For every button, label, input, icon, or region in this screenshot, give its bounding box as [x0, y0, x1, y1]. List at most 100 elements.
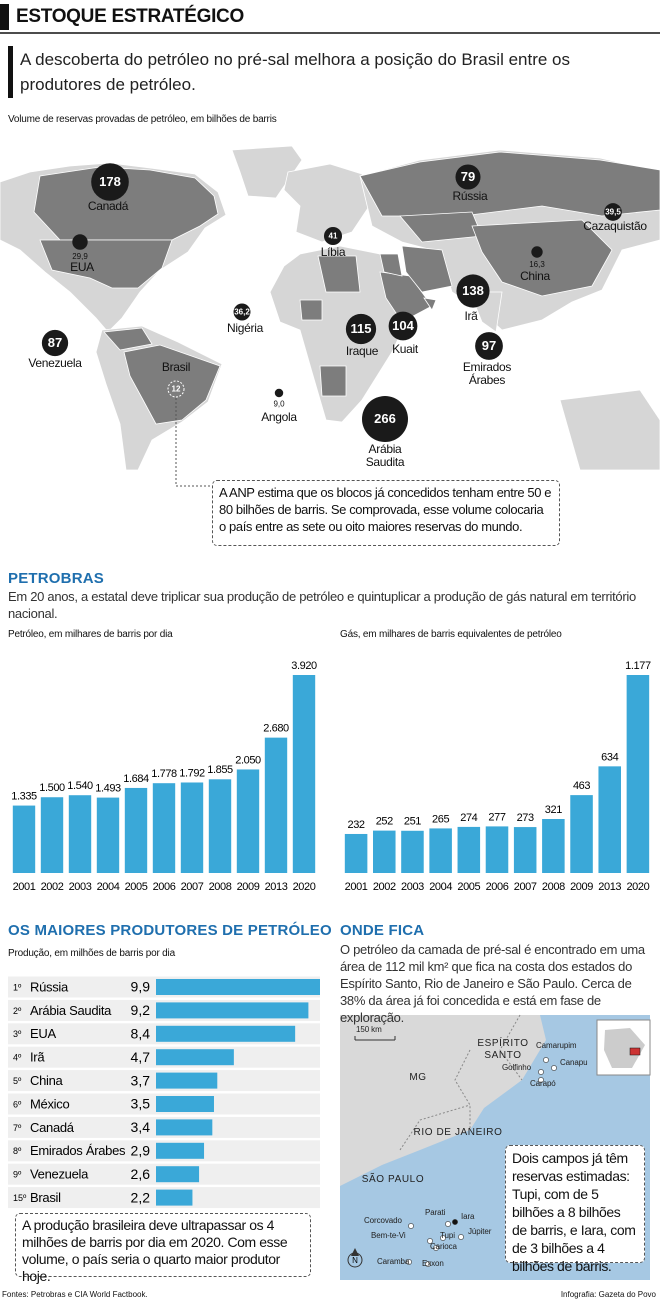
subtitle-marker: [8, 46, 13, 98]
bar-value-label: 2.050: [235, 754, 261, 766]
field-marker: [538, 1069, 544, 1075]
x-tick-label: 2020: [626, 881, 649, 893]
x-tick-label: 2003: [401, 881, 424, 893]
chart-subtitle: Produção, em milhões de barris por dia: [8, 948, 175, 959]
note-connector: [175, 398, 212, 487]
bar-value-label: 1.855: [207, 764, 233, 776]
bar-value-label: 252: [376, 816, 393, 828]
x-tick-label: 2007: [514, 881, 537, 893]
bar-value-label: 9,9: [131, 979, 151, 995]
x-tick-label: 2005: [457, 881, 480, 893]
bar: [264, 737, 288, 873]
bubble-value: 79: [461, 169, 475, 184]
bar-value-label: 273: [517, 812, 534, 824]
rank-label: 8º: [13, 1146, 22, 1156]
bar-value-label: 265: [432, 813, 449, 825]
bubble-value: 266: [374, 411, 396, 426]
chart-title: Gás, em milhares de barris equivalentes …: [340, 629, 562, 640]
x-tick-label: 2005: [125, 881, 148, 893]
bubble: [531, 246, 543, 258]
bar-value-label: 8,4: [131, 1026, 151, 1042]
bar: [40, 797, 64, 873]
bar-value-label: 1.335: [11, 790, 37, 802]
rank-label: 9º: [13, 1170, 22, 1180]
bar: [152, 783, 176, 873]
field-label: Caramba: [377, 1257, 410, 1266]
title: ESTOQUE ESTRATÉGICO: [16, 6, 244, 27]
rank-label: 15º: [13, 1193, 27, 1203]
bar: [124, 787, 148, 873]
x-tick-label: 2006: [486, 881, 509, 893]
section-heading: PETROBRAS: [8, 570, 104, 587]
bubble-value: 97: [482, 338, 496, 353]
bar: [236, 769, 260, 873]
bar-value-label: 3,4: [131, 1119, 151, 1135]
bar: [156, 1189, 193, 1206]
country-label: Angola: [261, 410, 297, 424]
x-tick-label: 2004: [429, 881, 452, 893]
footer-credit: Infografia: Gazeta do Povo: [560, 1290, 656, 1299]
category-label: Emirados Árabes: [30, 1143, 126, 1158]
bubble-value: 87: [48, 335, 62, 350]
svg-text:N: N: [352, 1256, 358, 1265]
state-label: ESPÍRITO SANTO: [477, 1038, 529, 1061]
bubble-value: 115: [351, 321, 372, 336]
bubble-value: 178: [99, 174, 121, 189]
x-tick-label: 2001: [345, 881, 368, 893]
field-label: Golfinho: [502, 1063, 531, 1072]
state-label: SÃO PAULO: [361, 1174, 425, 1185]
country-label: EUA: [70, 260, 94, 274]
state-label: RIO DE JANEIRO: [413, 1127, 503, 1138]
field-label: Bem-te-Vi: [371, 1231, 406, 1240]
bar-value-label: 1.792: [179, 767, 205, 779]
bar: [208, 779, 232, 873]
bubble-value: 16,3: [529, 260, 545, 269]
bar: [344, 833, 368, 873]
bubble-value: 29,9: [72, 252, 88, 261]
category-label: EUA: [30, 1026, 56, 1041]
bar: [401, 830, 424, 873]
bar: [156, 1002, 309, 1019]
bar: [292, 675, 316, 873]
country-label: Nigéria: [227, 321, 263, 335]
bubble: [72, 234, 88, 250]
bar: [156, 1142, 205, 1159]
chart-title: Petróleo, em milhares de barris por dia: [8, 629, 173, 640]
bubble: [233, 303, 251, 321]
bubble: [456, 274, 490, 308]
bar: [156, 1119, 213, 1136]
bar-value-label: 1.493: [95, 782, 121, 794]
field-label: Canapu: [560, 1058, 588, 1067]
x-tick-label: 2003: [69, 881, 92, 893]
x-tick-label: 2008: [209, 881, 232, 893]
field-marker: [427, 1238, 433, 1244]
field-marker: [543, 1057, 549, 1063]
rank-label: 1º: [13, 982, 22, 992]
map-note: A ANP estima que os blocos já concedidos…: [212, 480, 560, 546]
country-label: Líbia: [320, 245, 346, 259]
x-tick-label: 2013: [265, 881, 288, 893]
country-label: Canadá: [87, 199, 129, 213]
bar-value-label: 1.684: [123, 773, 149, 785]
bar: [68, 795, 92, 873]
bar-value-label: 2,9: [131, 1143, 151, 1159]
category-label: Canadá: [30, 1120, 75, 1135]
field-marker: [433, 1245, 439, 1251]
x-tick-label: 2008: [542, 881, 565, 893]
field-label: Exxon: [422, 1259, 444, 1268]
bar-value-label: 251: [404, 816, 421, 828]
category-label: Rússia: [30, 979, 69, 994]
field-label: Tupi: [440, 1231, 455, 1240]
bar-value-label: 4,7: [131, 1049, 151, 1065]
bar-value-label: 1.540: [67, 780, 93, 792]
bar-value-label: 2,2: [131, 1189, 151, 1205]
field-marker: [408, 1223, 414, 1229]
rank-label: 7º: [13, 1123, 22, 1133]
bar: [12, 805, 36, 873]
bar-value-label: 274: [460, 812, 477, 824]
field-marker: [458, 1234, 464, 1240]
category-label: Venezuela: [30, 1167, 89, 1182]
country-label: Emirados Árabes: [462, 360, 512, 387]
